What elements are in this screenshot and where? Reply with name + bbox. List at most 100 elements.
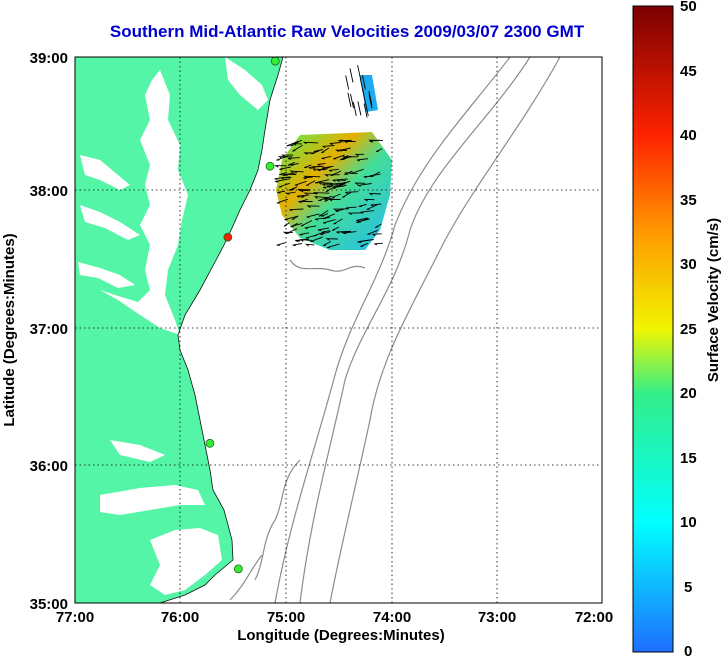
- velocity-arrow: [331, 193, 341, 198]
- colorbar-tick: 10: [680, 514, 697, 531]
- velocity-arrow: [357, 65, 362, 80]
- velocity-arrow: [317, 227, 329, 232]
- velocity-arrow: [354, 153, 365, 157]
- velocity-arrow: [326, 243, 340, 249]
- velocity-arrow: [276, 198, 289, 204]
- velocity-arrow: [305, 234, 316, 239]
- velocity-arrow: [322, 219, 336, 224]
- velocity-field: [274, 65, 392, 250]
- velocity-arrow: [279, 172, 288, 176]
- velocity-arrow: [328, 168, 339, 172]
- x-tick: 76:00: [161, 609, 199, 626]
- velocity-arrow: [345, 75, 350, 90]
- velocity-arrow: [288, 187, 296, 191]
- velocity-arrow: [282, 172, 298, 177]
- velocity-arrow: [291, 216, 298, 220]
- y-tick: 38:00: [30, 183, 68, 200]
- colorbar-tick: 0: [684, 643, 692, 659]
- velocity-arrow: [296, 194, 306, 198]
- map-title: Southern Mid-Atlantic Raw Velocities 200…: [109, 22, 585, 41]
- colorbar-tick-labels: 50 45 40 35 30 25 20 15 10 5 0: [680, 0, 697, 659]
- velocity-arrow: [311, 150, 320, 155]
- velocity-arrow: [322, 213, 335, 220]
- velocity-arrow: [303, 176, 313, 180]
- velocity-arrow: [374, 223, 382, 229]
- velocity-arrow: [274, 165, 287, 168]
- velocity-arrow: [310, 236, 323, 243]
- velocity-arrow: [333, 154, 345, 160]
- velocity-arrow: [313, 196, 330, 199]
- velocity-arrow: [323, 174, 340, 177]
- velocity-arrow: [299, 232, 309, 236]
- x-tick: 72:00: [575, 609, 613, 626]
- velocity-arrow: [300, 194, 310, 198]
- velocity-arrow: [318, 210, 329, 217]
- velocity-arrow: [350, 168, 364, 174]
- velocity-arrow: [276, 155, 288, 161]
- colorbar-tick: 50: [680, 0, 697, 15]
- velocity-arrow: [303, 192, 318, 196]
- velocity-arrow: [306, 205, 320, 208]
- velocity-arrow: [327, 198, 341, 202]
- y-tick: 37:00: [30, 321, 68, 338]
- velocity-arrow: [350, 93, 354, 109]
- velocity-arrow: [294, 180, 307, 186]
- velocity-arrow: [311, 165, 322, 169]
- velocity-arrow: [286, 191, 296, 195]
- velocity-arrow: [344, 170, 353, 176]
- station-markers: [205, 57, 280, 574]
- velocity-arrow: [363, 175, 374, 179]
- y-tick: 36:00: [30, 458, 68, 475]
- velocity-arrow: [335, 208, 344, 212]
- velocity-arrow: [337, 139, 352, 143]
- y-tick: 39:00: [30, 50, 68, 67]
- velocity-arrow: [357, 239, 370, 244]
- velocity-arrow: [368, 139, 383, 143]
- velocity-arrow: [278, 182, 290, 188]
- velocity-arrow: [333, 218, 343, 225]
- velocity-arrow: [276, 242, 286, 246]
- velocity-arrow: [322, 241, 332, 247]
- velocity-arrow: [331, 226, 339, 231]
- velocity-arrow: [325, 238, 338, 241]
- land: [75, 57, 284, 603]
- plot-frame: [74, 56, 603, 604]
- velocity-arrow: [329, 142, 341, 146]
- colorbar-tick: 20: [680, 385, 697, 402]
- velocity-arrow: [314, 179, 330, 184]
- velocity-arrow: [289, 208, 304, 212]
- velocity-arrow: [366, 204, 378, 210]
- velocity-arrow: [287, 157, 300, 161]
- velocity-arrow: [357, 218, 369, 223]
- velocity-arrow: [321, 155, 332, 160]
- velocity-arrow: [325, 186, 336, 193]
- velocity-arrow: [317, 181, 333, 185]
- station-marker: [233, 564, 243, 574]
- velocity-arrow: [280, 154, 294, 158]
- velocity-arrow: [375, 148, 383, 153]
- velocity-arrow: [332, 208, 349, 211]
- x-tick: 75:00: [267, 609, 305, 626]
- velocity-arrow: [302, 141, 319, 145]
- colorbar-tick: 25: [680, 321, 697, 338]
- velocity-arrow: [354, 182, 366, 186]
- colorbar-tick: 5: [684, 579, 692, 596]
- velocity-arrow: [320, 231, 331, 235]
- y-axis-label: Latitude (Degrees:Minutes): [1, 233, 18, 426]
- colorbar: [632, 5, 674, 653]
- velocity-arrow: [305, 180, 316, 187]
- velocity-arrow: [330, 170, 342, 177]
- station-marker: [205, 438, 215, 448]
- velocity-arrow: [341, 181, 349, 186]
- velocity-arrow: [356, 158, 369, 162]
- velocity-arrow: [349, 68, 354, 83]
- velocity-arrow: [358, 204, 367, 208]
- velocity-arrow: [357, 183, 372, 187]
- y-tick: 35:00: [30, 596, 68, 613]
- velocity-arrow: [343, 141, 356, 144]
- x-tick-labels: 77:00 76:00 75:00 74:00 73:00 72:00: [56, 609, 613, 626]
- velocity-arrow: [324, 195, 333, 200]
- velocity-arrow: [360, 242, 369, 247]
- velocity-arrow: [290, 223, 303, 228]
